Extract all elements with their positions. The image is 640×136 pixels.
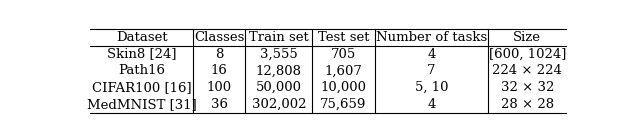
Text: MedMNIST [31]: MedMNIST [31]	[87, 98, 196, 111]
Text: 50,000: 50,000	[256, 81, 302, 94]
Text: 36: 36	[211, 98, 228, 111]
Text: 4: 4	[428, 98, 436, 111]
Text: 3,555: 3,555	[260, 47, 298, 61]
Text: Test set: Test set	[318, 31, 369, 44]
Text: 12,808: 12,808	[256, 64, 302, 77]
Text: [600, 1024]: [600, 1024]	[488, 47, 566, 61]
Text: 302,002: 302,002	[252, 98, 306, 111]
Text: 1,607: 1,607	[324, 64, 362, 77]
Text: 705: 705	[331, 47, 356, 61]
Text: Path16: Path16	[118, 64, 165, 77]
Text: 8: 8	[215, 47, 223, 61]
Text: Train set: Train set	[249, 31, 308, 44]
Text: 100: 100	[207, 81, 232, 94]
Text: 10,000: 10,000	[321, 81, 367, 94]
Text: 4: 4	[428, 47, 436, 61]
Text: 28 × 28: 28 × 28	[500, 98, 554, 111]
Text: 224 × 224: 224 × 224	[492, 64, 562, 77]
Text: 75,659: 75,659	[321, 98, 367, 111]
Text: Number of tasks: Number of tasks	[376, 31, 487, 44]
Text: Dataset: Dataset	[116, 31, 168, 44]
Text: 7: 7	[428, 64, 436, 77]
Text: CIFAR100 [16]: CIFAR100 [16]	[92, 81, 191, 94]
Text: 5, 10: 5, 10	[415, 81, 448, 94]
Text: Classes: Classes	[194, 31, 244, 44]
Text: 32 × 32: 32 × 32	[500, 81, 554, 94]
Text: Size: Size	[513, 31, 541, 44]
Text: Skin8 [24]: Skin8 [24]	[107, 47, 177, 61]
Text: 16: 16	[211, 64, 228, 77]
